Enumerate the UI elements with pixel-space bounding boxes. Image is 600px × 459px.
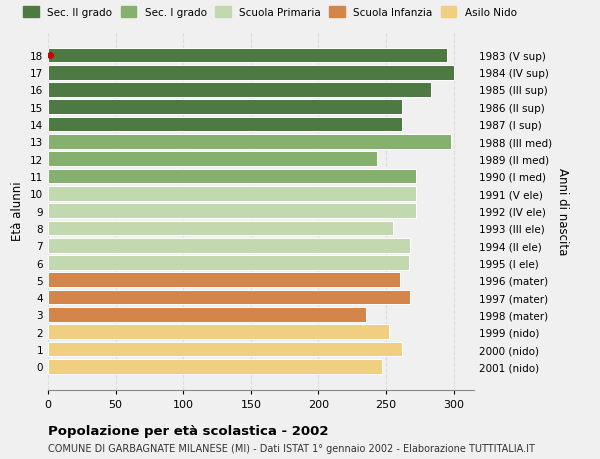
Bar <box>48 48 447 63</box>
Bar <box>48 256 409 270</box>
Bar <box>48 100 403 115</box>
Bar <box>48 221 393 236</box>
Bar <box>48 66 454 80</box>
Bar <box>48 186 416 201</box>
Legend: Sec. II grado, Sec. I grado, Scuola Primaria, Scuola Infanzia, Asilo Nido: Sec. II grado, Sec. I grado, Scuola Prim… <box>22 5 518 20</box>
Bar <box>48 152 377 167</box>
Bar <box>48 290 410 305</box>
Text: Popolazione per età scolastica - 2002: Popolazione per età scolastica - 2002 <box>48 425 329 437</box>
Y-axis label: Età alunni: Età alunni <box>11 181 25 241</box>
Bar <box>48 325 389 339</box>
Bar <box>48 342 403 357</box>
Bar <box>48 273 400 287</box>
Text: COMUNE DI GARBAGNATE MILANESE (MI) - Dati ISTAT 1° gennaio 2002 - Elaborazione T: COMUNE DI GARBAGNATE MILANESE (MI) - Dat… <box>48 443 535 453</box>
Bar <box>48 169 416 184</box>
Bar <box>48 359 382 374</box>
Bar <box>48 238 410 253</box>
Bar <box>48 204 416 218</box>
Bar <box>48 83 431 98</box>
Bar <box>48 308 366 322</box>
Y-axis label: Anni di nascita: Anni di nascita <box>556 168 569 255</box>
Bar <box>48 118 403 132</box>
Bar <box>48 135 451 150</box>
